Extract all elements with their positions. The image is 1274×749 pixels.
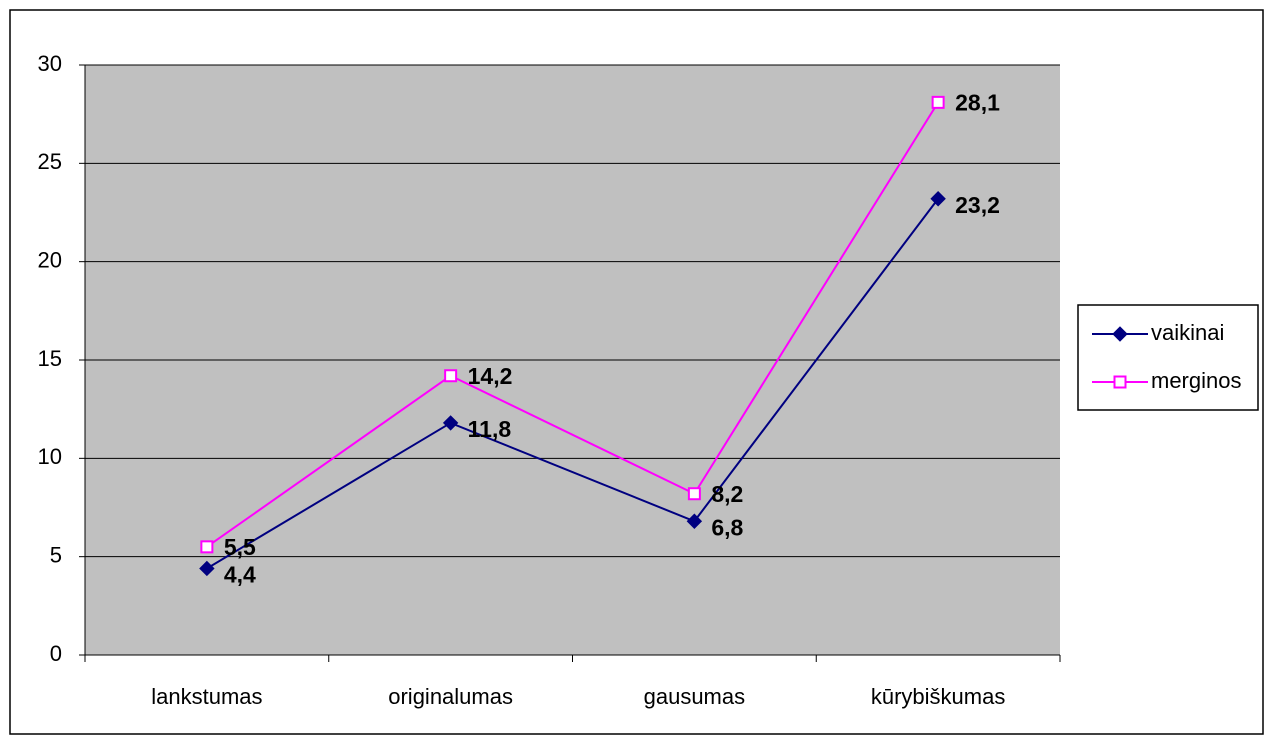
y-tick-label: 25 [38,149,62,174]
marker [200,540,214,554]
y-tick-label: 5 [50,542,62,567]
data-label: 28,1 [955,89,1000,115]
y-tick-label: 20 [38,247,62,272]
data-label: 8,2 [711,481,743,507]
x-tick-label: kūrybiškumas [871,684,1005,709]
data-label: 5,5 [224,534,256,560]
marker [1112,326,1128,342]
y-tick-label: 30 [38,51,62,76]
y-tick-label: 15 [38,346,62,371]
x-tick-label: gausumas [644,684,746,709]
marker [930,191,946,207]
data-label: 23,2 [955,192,1000,218]
marker [199,560,215,577]
data-label: 4,4 [224,562,256,588]
legend [1077,304,1259,411]
data-label: 11,8 [468,416,512,442]
y-tick-label: 0 [50,641,62,666]
y-tick-label: 10 [38,444,62,469]
x-tick-label: lankstumas [151,684,262,709]
marker [687,487,701,501]
marker [442,415,459,431]
x-tick-label: originalumas [388,684,513,709]
marker [1113,375,1127,389]
marker [686,513,703,529]
legend-label: merginos [1151,368,1241,393]
legend-label: vaikinai [1151,320,1224,345]
marker [444,369,458,383]
marker [931,95,945,109]
line [206,101,939,548]
line [206,198,939,570]
data-label: 6,8 [711,514,743,540]
data-label: 14,2 [468,363,513,389]
